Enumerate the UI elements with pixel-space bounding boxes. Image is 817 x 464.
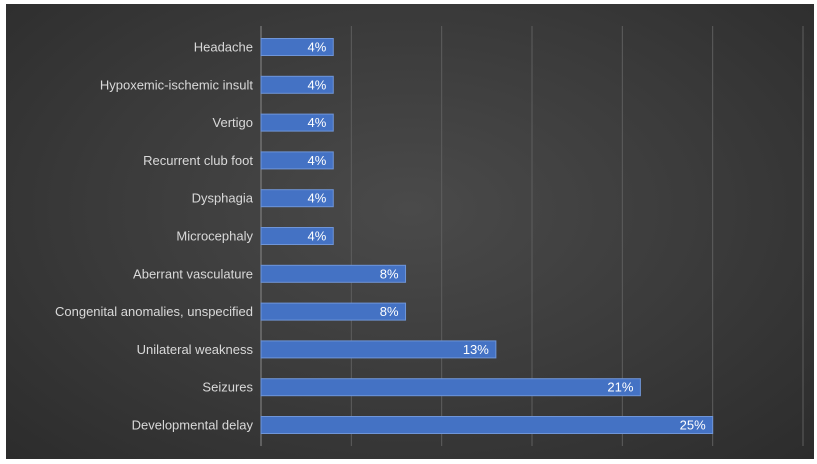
bar: [260, 264, 407, 283]
data-label: 8%: [380, 304, 399, 319]
category-label: Aberrant vasculature: [133, 266, 253, 281]
data-label: 4%: [307, 191, 326, 206]
bars: [260, 38, 714, 434]
data-label: 4%: [307, 153, 326, 168]
data-label: 4%: [307, 40, 326, 55]
bar: [260, 227, 334, 245]
data-label: 4%: [307, 229, 326, 244]
bar: [260, 340, 497, 359]
bar-chart: Headache Hypoxemic-ischemic insult Vertigo…: [55, 26, 804, 446]
data-label: 13%: [463, 342, 489, 357]
value-labels: 4% 4% 4% 4% 4% 4% 8% 8% 13% 21% 25%: [307, 40, 706, 433]
data-label: 4%: [307, 115, 326, 130]
bar: [260, 75, 334, 94]
category-label: Dysphagia: [192, 191, 254, 206]
data-label: 4%: [307, 77, 326, 92]
category-label: Recurrent club foot: [143, 153, 253, 168]
bar: [260, 151, 334, 170]
bar: [260, 113, 334, 132]
data-label: 25%: [680, 418, 706, 433]
category-label: Headache: [194, 40, 253, 55]
category-label: Microcephaly: [176, 229, 253, 244]
category-label: Congenital anomalies, unspecified: [55, 304, 253, 319]
bar: [260, 378, 641, 397]
data-label: 21%: [607, 380, 633, 395]
category-label: Vertigo: [213, 115, 253, 130]
bar: [260, 38, 334, 56]
bar: [260, 189, 334, 208]
category-label: Seizures: [202, 380, 253, 395]
category-labels: Headache Hypoxemic-ischemic insult Vertigo…: [55, 40, 254, 433]
category-label: Unilateral weakness: [137, 342, 254, 357]
gridlines: [260, 26, 804, 446]
category-label: Hypoxemic-ischemic insult: [100, 77, 254, 92]
bar: [260, 302, 407, 321]
bar: [260, 416, 714, 434]
category-label: Developmental delay: [132, 418, 254, 433]
chart-area: Headache Hypoxemic-ischemic insult Vertigo…: [6, 4, 814, 459]
data-label: 8%: [380, 266, 399, 281]
